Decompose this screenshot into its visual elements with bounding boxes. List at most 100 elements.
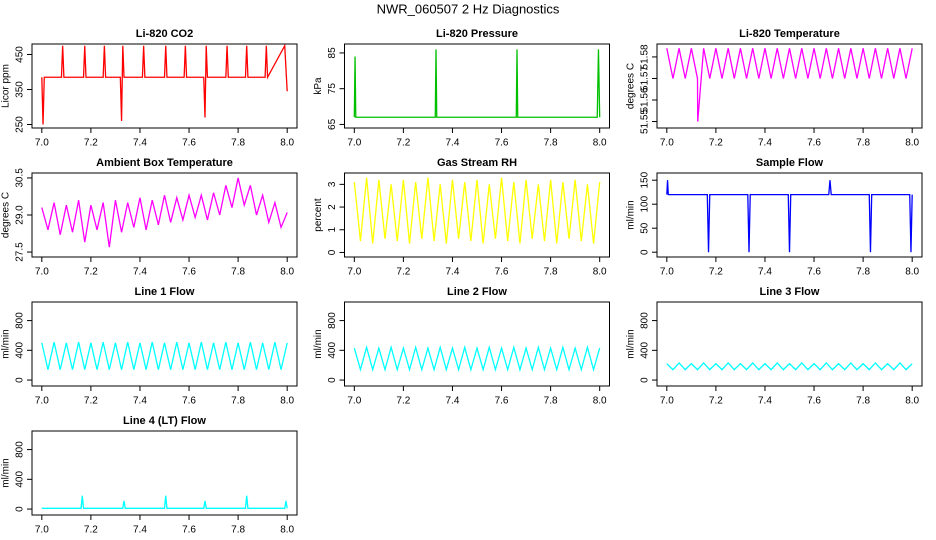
x-tick-label: 7.0 xyxy=(347,267,361,278)
plot-area xyxy=(353,49,601,118)
x-tick-label: 7.2 xyxy=(84,267,98,278)
panel: Line 3 Flow 7.0 7.2 7.4 7.6 7.8 8.0 0 400 800ml/m… xyxy=(626,286,923,407)
y-tick-label: 400 xyxy=(15,471,26,488)
y-tick-label: 800 xyxy=(15,441,26,458)
series-line xyxy=(41,341,288,370)
x-tick-label: 7.6 xyxy=(182,138,196,149)
x-tick-label: 7.6 xyxy=(807,396,821,407)
x-tick-label: 8.0 xyxy=(280,525,294,536)
panel: Sample Flow 7.0 7.2 7.4 7.6 7.8 8.0 0 50 100 150 ml… xyxy=(626,157,923,278)
series-line xyxy=(353,49,601,118)
y-tick-label: 0 xyxy=(327,377,338,383)
x-tick-label: 7.6 xyxy=(495,267,509,278)
plot-area xyxy=(41,341,288,370)
y-tick-label: 400 xyxy=(15,342,26,359)
x-tick-label: 8.0 xyxy=(593,396,607,407)
y-tick-label: 0 xyxy=(15,506,26,512)
x-tick-label: 7.8 xyxy=(231,396,245,407)
y-tick-label: 150 xyxy=(640,171,651,188)
plot-area xyxy=(353,344,601,373)
x-tick-label: 7.6 xyxy=(495,138,509,149)
panel: Li-820 CO2 7.0 7.2 7.4 7.6 7.8 8.0 250 350 450Lic… xyxy=(1,28,298,149)
y-tick-label: 100 xyxy=(640,195,651,212)
x-tick-label: 7.2 xyxy=(84,396,98,407)
y-tick-label: 800 xyxy=(327,312,338,329)
y-axis-label: ml/min xyxy=(1,458,12,487)
x-tick-label: 8.0 xyxy=(280,396,294,407)
y-tick-label: 27.5 xyxy=(15,242,26,262)
y-axis-label: kPa xyxy=(313,77,324,95)
y-tick-label: 800 xyxy=(640,312,651,329)
panel-title: Ambient Box Temperature xyxy=(96,157,233,169)
x-tick-label: 8.0 xyxy=(593,267,607,278)
y-axis-label: degrees C xyxy=(1,192,12,238)
plot-area xyxy=(41,177,288,248)
x-tick-label: 7.6 xyxy=(182,396,196,407)
panel: Line 1 Flow 7.0 7.2 7.4 7.6 7.8 8.0 0 400 800ml/m… xyxy=(1,286,298,407)
x-tick-label: 8.0 xyxy=(280,267,294,278)
y-tick-label: 0 xyxy=(15,377,26,383)
x-tick-label: 7.6 xyxy=(182,267,196,278)
x-tick-label: 7.6 xyxy=(182,525,196,536)
x-tick-label: 7.4 xyxy=(133,396,147,407)
y-tick-label: 75 xyxy=(327,83,338,95)
plot-box xyxy=(656,301,923,387)
y-tick-label: 30.5 xyxy=(15,168,26,188)
x-tick-label: 7.2 xyxy=(709,267,723,278)
x-tick-label: 7.0 xyxy=(35,396,49,407)
panel: Li-820 Pressure 7.0 7.2 7.4 7.6 7.8 8.0 65 75 85 k… xyxy=(313,28,610,149)
y-axis-label: degrees C xyxy=(626,63,637,109)
x-tick-label: 7.0 xyxy=(347,396,361,407)
x-tick-label: 7.0 xyxy=(35,525,49,536)
x-tick-label: 7.6 xyxy=(495,396,509,407)
panel: Line 4 (LT) Flow 7.0 7.2 7.4 7.6 7.8 8.0 0 400 80… xyxy=(1,415,298,536)
plot-box xyxy=(31,172,298,258)
series-line xyxy=(41,495,288,509)
x-tick-label: 7.8 xyxy=(544,267,558,278)
panel-title: Li-820 CO2 xyxy=(136,28,193,40)
x-tick-label: 7.2 xyxy=(396,396,410,407)
x-tick-label: 7.2 xyxy=(84,525,98,536)
x-tick-label: 7.6 xyxy=(807,267,821,278)
plot-area xyxy=(666,361,913,371)
x-tick-label: 7.4 xyxy=(133,267,147,278)
y-axis-label: percent xyxy=(313,198,324,232)
y-tick-label: 50 xyxy=(640,222,651,234)
panel-title: Gas Stream RH xyxy=(437,157,517,169)
x-tick-label: 7.2 xyxy=(709,396,723,407)
series-line xyxy=(353,177,601,244)
series-line xyxy=(666,361,913,371)
panel-title: Line 3 Flow xyxy=(760,286,820,298)
x-tick-label: 7.0 xyxy=(660,396,674,407)
x-tick-label: 7.4 xyxy=(446,396,460,407)
series-line xyxy=(41,44,288,125)
x-tick-label: 8.0 xyxy=(905,267,919,278)
y-tick-label: 65 xyxy=(327,118,338,130)
y-tick-label: 2 xyxy=(327,204,338,210)
x-tick-label: 7.8 xyxy=(544,138,558,149)
series-line xyxy=(353,344,601,373)
y-axis-label: Licor ppm xyxy=(1,64,12,108)
x-tick-label: 7.6 xyxy=(807,138,821,149)
panel: Line 2 Flow 7.0 7.2 7.4 7.6 7.8 8.0 0 400 800ml/m… xyxy=(313,286,610,407)
y-tick-label: 800 xyxy=(15,312,26,329)
x-tick-label: 7.8 xyxy=(856,138,870,149)
panel: Li-820 Temperature 7.0 7.2 7.4 7.6 7.8 8.0 51.5… xyxy=(626,28,923,149)
y-axis-label: ml/min xyxy=(626,200,637,229)
y-tick-label: 0 xyxy=(640,249,651,255)
x-tick-label: 7.0 xyxy=(35,267,49,278)
x-tick-label: 8.0 xyxy=(905,396,919,407)
figure-title: NWR_060507 2 Hz Diagnostics xyxy=(377,1,560,16)
y-tick-label: 0 xyxy=(640,377,651,383)
y-axis-label: ml/min xyxy=(626,329,637,358)
y-tick-label: 400 xyxy=(327,342,338,359)
x-tick-label: 7.4 xyxy=(446,267,460,278)
y-tick-label: 450 xyxy=(15,46,26,63)
y-tick-label: 29.0 xyxy=(15,205,26,225)
x-tick-label: 7.2 xyxy=(84,138,98,149)
x-tick-label: 7.2 xyxy=(396,267,410,278)
x-tick-label: 7.8 xyxy=(856,267,870,278)
plot-box xyxy=(656,43,923,129)
panel-title: Line 2 Flow xyxy=(447,286,507,298)
panel-title: Li-820 Pressure xyxy=(436,28,518,40)
